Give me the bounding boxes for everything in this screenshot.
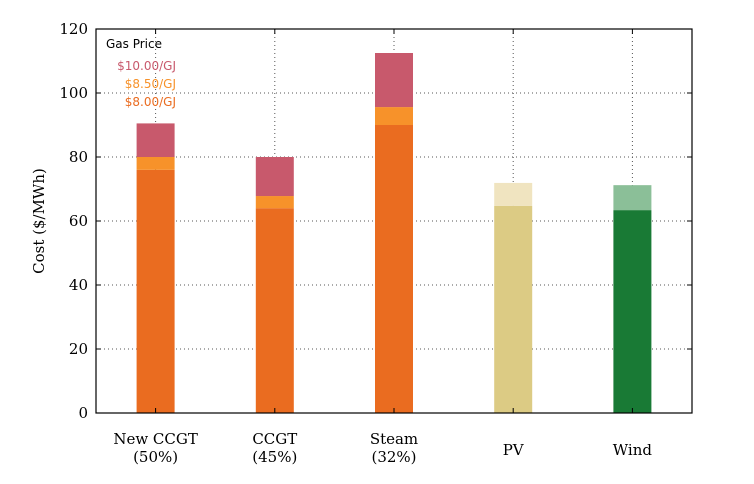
bar-segment-wind [613, 210, 652, 413]
x-tick-label-line: (32%) [371, 448, 416, 466]
y-tick-label: 40 [69, 276, 88, 294]
bar-segment-pv [494, 205, 533, 413]
y-tick-label: 20 [69, 340, 88, 358]
legend: Gas Price $10.00/GJ $8.50/GJ $8.00/GJ [106, 37, 176, 109]
x-tick-label-line: Steam [370, 430, 418, 448]
bar-segment-new-ccgt [136, 123, 175, 157]
legend-entry: $8.50/GJ [125, 77, 176, 91]
x-tick-label: Wind [613, 441, 653, 459]
x-tick-label: PV [503, 441, 525, 459]
bar-segment-pv [494, 182, 533, 206]
x-tick-label: CCGT (45%) [252, 430, 297, 466]
y-tick-label: 100 [59, 84, 88, 102]
x-tick-label-line: New CCGT [113, 430, 198, 448]
x-tick-label-line: Wind [613, 441, 653, 459]
bar-segment-wind [613, 185, 652, 211]
x-tick-label-line: (45%) [252, 448, 297, 466]
x-tick-label-line: CCGT [252, 430, 297, 448]
legend-entry: $8.00/GJ [125, 95, 176, 109]
bar-segment-steam [375, 107, 413, 125]
y-tick-label: 0 [78, 404, 88, 422]
y-tick-label: 120 [59, 20, 88, 38]
x-tick-label-line: PV [503, 441, 525, 459]
bar-segment-steam [375, 125, 413, 413]
y-tick-label: 80 [69, 148, 88, 166]
y-axis-label: Cost ($/MWh) [30, 168, 48, 274]
y-tick-label: 60 [69, 212, 88, 230]
y-ticks: 0 20 40 60 80 100 120 [59, 20, 692, 422]
x-tick-label: Steam (32%) [370, 430, 418, 466]
x-tick-label: New CCGT (50%) [113, 430, 198, 466]
legend-title: Gas Price [106, 37, 162, 51]
bar-segment-ccgt [255, 157, 294, 197]
bar-segment-ccgt [255, 208, 294, 413]
x-tick-label-line: (50%) [133, 448, 178, 466]
bar-segment-new-ccgt [136, 169, 175, 413]
x-ticks: New CCGT (50%) CCGT (45%) Steam (32%) PV Wind [113, 29, 652, 466]
bar-segment-new-ccgt [136, 157, 175, 170]
bars [136, 53, 652, 413]
bar-segment-ccgt [255, 196, 294, 209]
legend-entry: $10.00/GJ [117, 59, 176, 73]
bar-segment-steam [375, 53, 413, 108]
